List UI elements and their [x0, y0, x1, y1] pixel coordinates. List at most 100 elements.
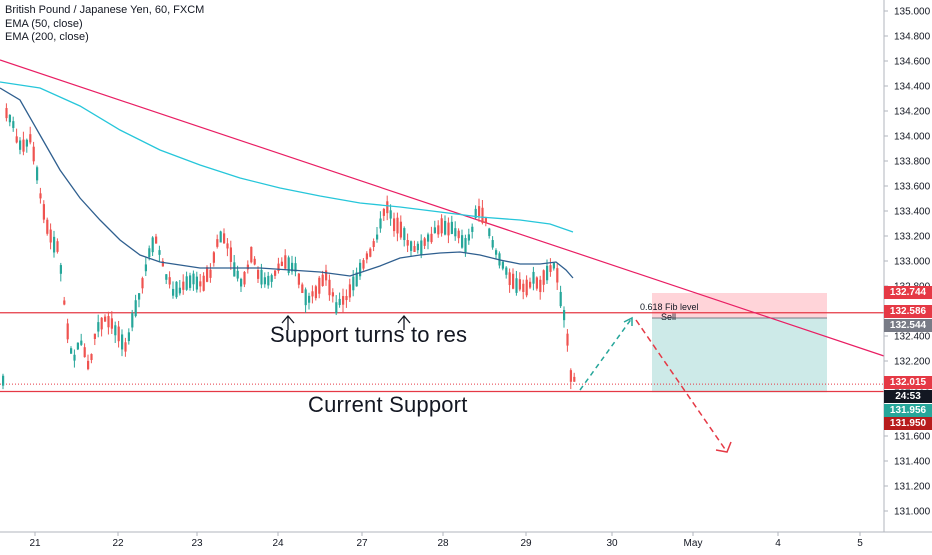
- candle-body: [321, 274, 324, 286]
- candle-body: [352, 276, 355, 291]
- candle-body: [529, 281, 532, 288]
- candle-body: [518, 279, 521, 290]
- candle-body: [172, 288, 175, 296]
- projection-up-arrowhead: [623, 316, 633, 326]
- candle-body: [556, 268, 559, 283]
- candle-body: [185, 276, 188, 290]
- candle-body: [491, 240, 494, 248]
- candle-body: [301, 284, 304, 293]
- price-tick-label: 134.400: [894, 82, 931, 93]
- time-tick-label: 4: [775, 538, 781, 549]
- price-tag-stop: 132.744: [884, 286, 932, 299]
- candle-body: [46, 219, 49, 234]
- candle-body: [274, 270, 277, 276]
- fib-level-label: 0.618 Fib level: [640, 302, 699, 312]
- candle-body: [345, 296, 348, 301]
- candle-body: [29, 134, 32, 143]
- candle-body: [464, 238, 467, 253]
- candle-body: [59, 265, 62, 274]
- candle-body: [49, 229, 52, 243]
- candle-body: [522, 283, 525, 292]
- candle-body: [471, 226, 474, 232]
- candle-body: [478, 206, 481, 217]
- candle-body: [39, 193, 42, 199]
- price-tick-label: 131.200: [894, 482, 931, 493]
- ema-lines: [0, 81, 574, 279]
- candle-body: [325, 270, 328, 281]
- candle-body: [263, 277, 266, 285]
- candle-body: [32, 146, 35, 162]
- candle-body: [277, 263, 280, 272]
- time-tick-label: 29: [520, 538, 532, 549]
- ema200-legend[interactable]: EMA (200, close): [5, 31, 89, 43]
- candle-body: [127, 332, 130, 342]
- price-tick-label: 134.800: [894, 32, 931, 43]
- price-tick-label: 134.600: [894, 57, 931, 68]
- candle-body: [573, 376, 576, 382]
- candle-body: [144, 264, 147, 272]
- ema50-legend[interactable]: EMA (50, close): [5, 17, 83, 30]
- candle-body: [212, 252, 215, 263]
- candle-body: [423, 238, 426, 246]
- candle-body: [110, 318, 113, 329]
- candle-body: [372, 241, 375, 248]
- candle-body: [311, 291, 314, 297]
- candle-body: [42, 204, 45, 220]
- candle-body: [199, 281, 202, 287]
- level-lines: [0, 59, 885, 393]
- candle-body: [505, 267, 508, 275]
- candle-body: [440, 218, 443, 234]
- candle-body: [539, 279, 542, 293]
- candle-body: [182, 281, 185, 290]
- candle-body: [195, 276, 198, 290]
- candle-body: [253, 258, 256, 265]
- candle-body: [175, 281, 178, 298]
- candle-body: [240, 278, 243, 287]
- candle-body: [508, 272, 511, 286]
- candle-body: [559, 291, 562, 307]
- candle-body: [206, 267, 209, 282]
- candle-body: [481, 207, 484, 223]
- candle-body: [161, 261, 164, 267]
- chart-legend: British Pound / Japanese Yen, 60, FXCM E…: [5, 4, 204, 45]
- candle-body: [552, 262, 555, 269]
- candle-body: [393, 218, 396, 232]
- candle-body: [168, 277, 171, 285]
- candle-body: [56, 241, 59, 252]
- candle-body: [342, 296, 345, 305]
- candle-body: [63, 300, 66, 305]
- price-tick-label: 132.400: [894, 332, 931, 343]
- projection-down-arrowhead: [715, 441, 732, 453]
- candle-body: [25, 139, 28, 147]
- candle-body: [121, 334, 124, 350]
- candle-body: [501, 261, 504, 269]
- candle-body: [73, 354, 76, 361]
- candle-body: [495, 250, 498, 255]
- symbol-title[interactable]: British Pound / Japanese Yen, 60, FXCM: [5, 4, 205, 16]
- time-tick-label: 22: [112, 538, 124, 549]
- price-tick-label: 133.600: [894, 182, 931, 193]
- candle-body: [134, 300, 137, 317]
- candle-body: [267, 275, 270, 286]
- candle-body: [447, 222, 450, 236]
- candle-body: [450, 221, 453, 234]
- price-tick-label: 135.000: [894, 7, 931, 18]
- time-tick-label: 28: [437, 538, 449, 549]
- candle-body: [117, 326, 120, 342]
- candle-body: [437, 225, 440, 235]
- candle-body: [284, 255, 287, 269]
- candle-body: [87, 360, 90, 370]
- candle-body: [314, 286, 317, 299]
- candle-body: [202, 275, 205, 291]
- candle-body: [413, 246, 416, 252]
- price-tag-current: 131.956: [884, 404, 932, 417]
- candle-body: [226, 243, 229, 249]
- candle-body: [328, 279, 331, 296]
- candle-body: [158, 250, 161, 255]
- candle-body: [410, 241, 413, 251]
- candle-body: [36, 167, 39, 181]
- candle-body: [444, 220, 447, 235]
- candle-body: [66, 323, 69, 340]
